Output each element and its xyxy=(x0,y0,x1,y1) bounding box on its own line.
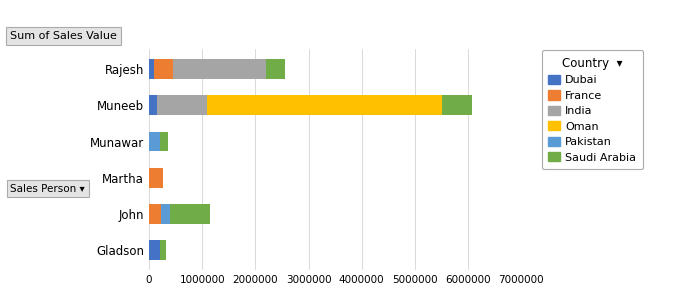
Bar xyxy=(149,168,163,188)
Bar xyxy=(160,240,166,260)
Bar xyxy=(266,59,284,79)
Bar xyxy=(160,204,170,224)
Legend: Dubai, France, India, Oman, Pakistan, Saudi Arabia: Dubai, France, India, Oman, Pakistan, Sa… xyxy=(542,50,642,169)
Bar xyxy=(160,132,168,151)
Bar xyxy=(149,59,154,79)
Bar xyxy=(207,95,441,115)
Text: Sum of Sales Value: Sum of Sales Value xyxy=(10,31,117,41)
Bar xyxy=(149,132,160,151)
Bar xyxy=(154,59,173,79)
Bar xyxy=(149,204,160,224)
Bar xyxy=(149,95,157,115)
Text: Sales Person ▾: Sales Person ▾ xyxy=(10,184,85,194)
Bar xyxy=(149,240,160,260)
Bar xyxy=(170,204,210,224)
Bar xyxy=(441,95,473,115)
Bar xyxy=(173,59,266,79)
Bar xyxy=(157,95,207,115)
